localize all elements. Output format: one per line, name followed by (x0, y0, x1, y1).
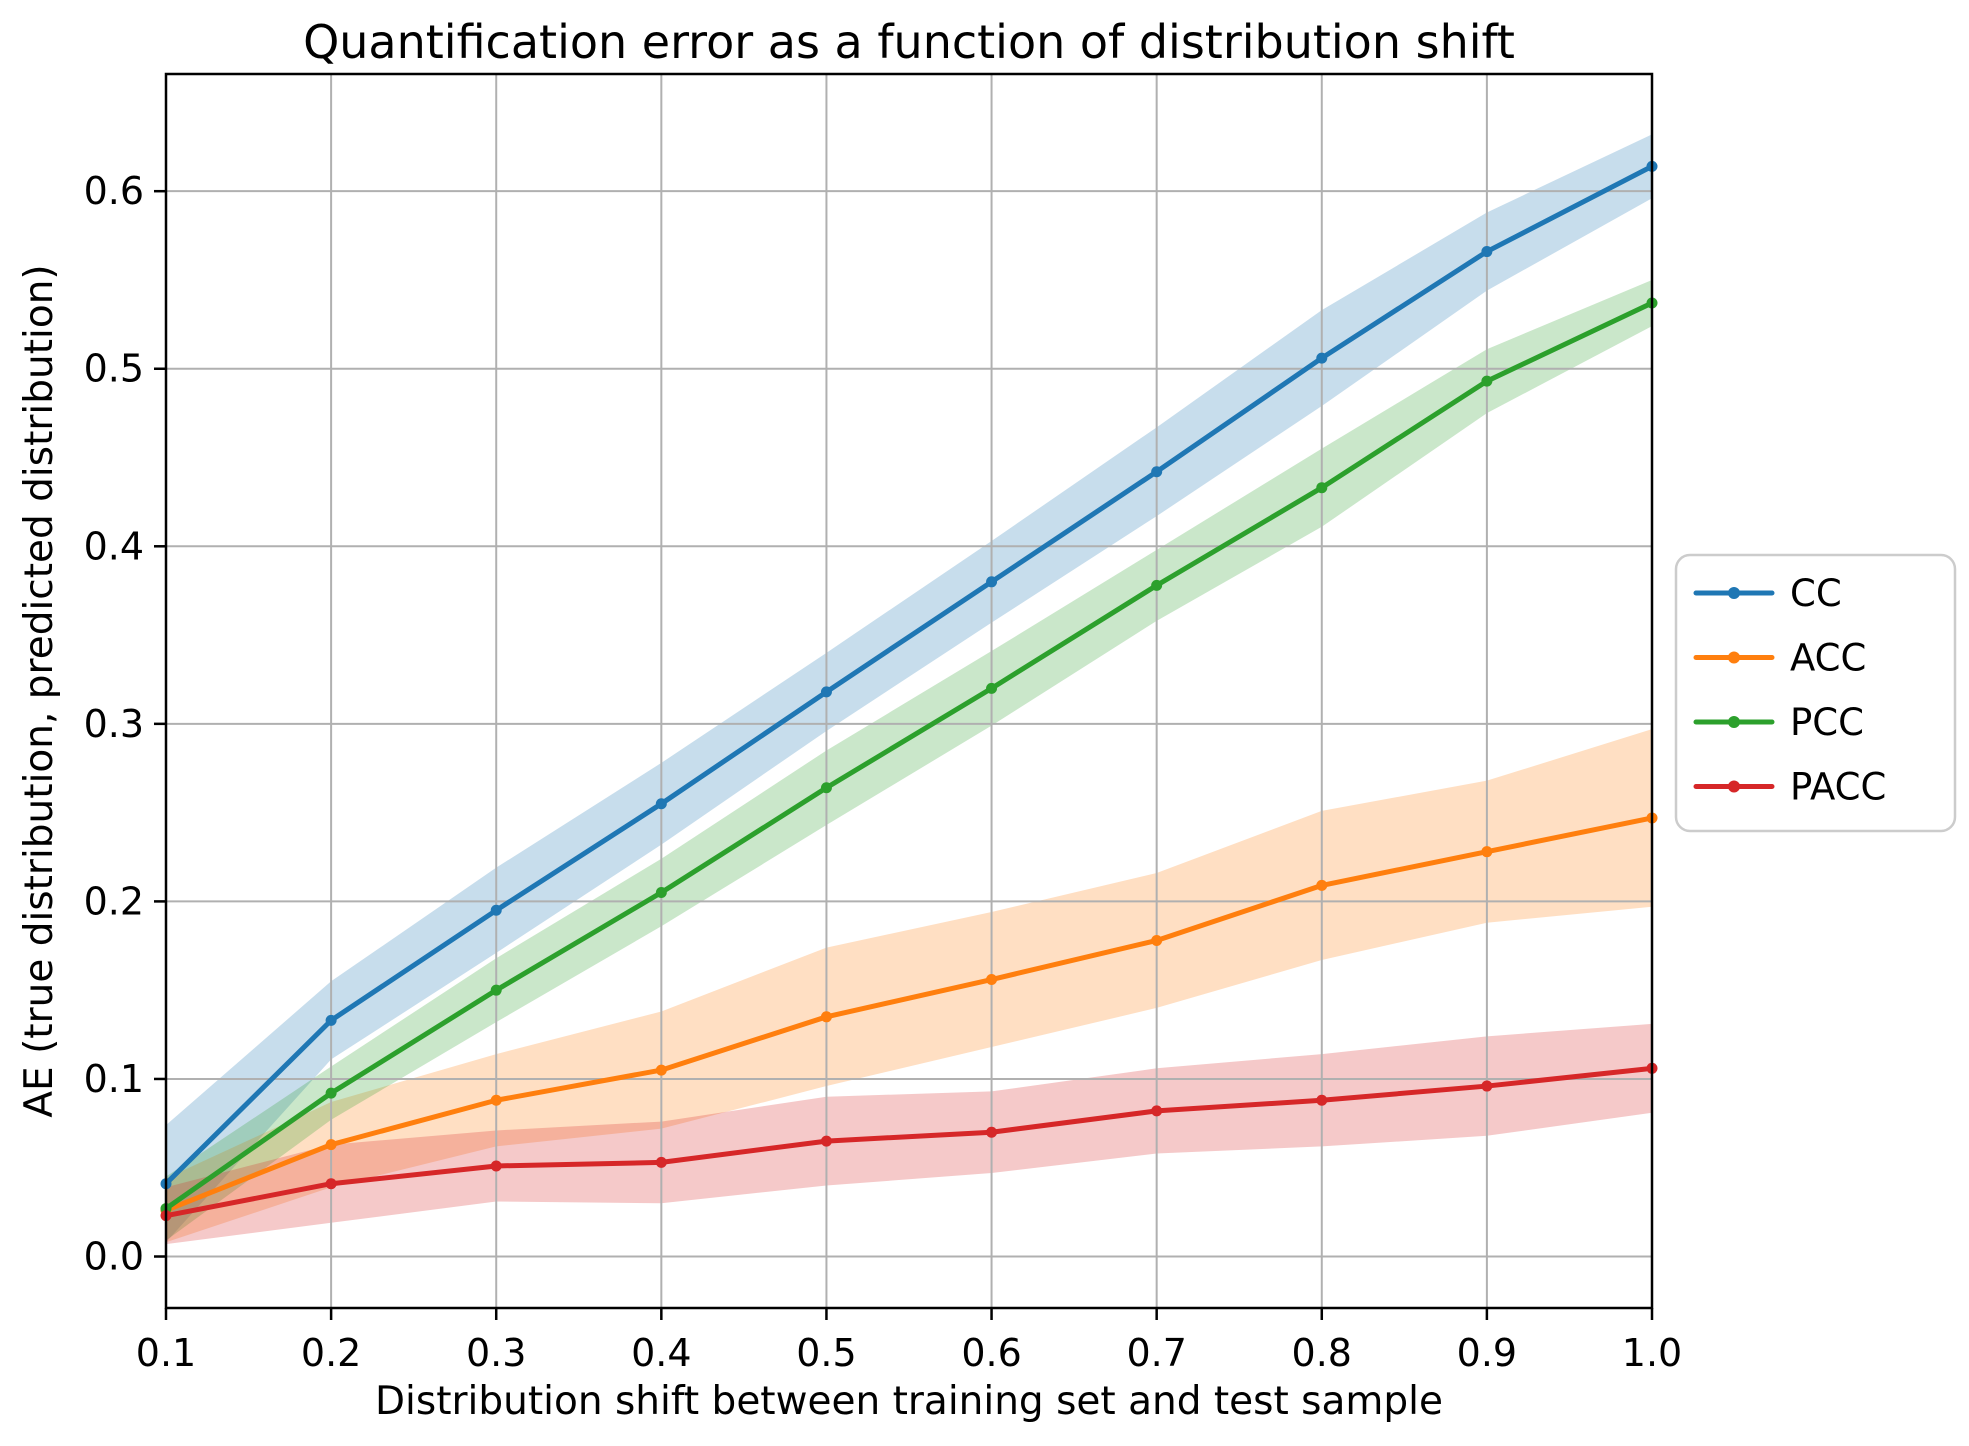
data-point-cc (1481, 246, 1493, 258)
data-point-acc (1151, 934, 1163, 946)
data-point-pcc (325, 1087, 337, 1099)
band-layer (166, 134, 1652, 1245)
y-tick-label: 0.1 (84, 1057, 144, 1101)
data-point-acc (1316, 879, 1328, 891)
series-line-pcc (163, 300, 1655, 1212)
data-point-acc (490, 1094, 502, 1106)
legend-marker (1728, 716, 1740, 728)
data-point-cc (325, 1014, 337, 1026)
x-tick-label: 0.3 (466, 1331, 526, 1375)
data-point-cc (820, 686, 832, 698)
x-tick-label: 0.7 (1126, 1331, 1186, 1375)
legend-item-label: ACC (1790, 637, 1866, 680)
x-tick-label: 0.4 (631, 1331, 691, 1375)
data-point-pcc (655, 887, 667, 899)
legend-box (1674, 553, 1957, 833)
x-tick-label: 0.1 (136, 1331, 196, 1375)
x-tick-label: 0.5 (796, 1331, 856, 1375)
y-tick-label: 0.0 (84, 1235, 144, 1279)
confidence-band-acc (166, 729, 1652, 1243)
legend-item-label: PCC (1790, 701, 1864, 744)
x-tick-label: 0.9 (1457, 1331, 1517, 1375)
x-axis-label: Distribution shift between training set … (375, 1379, 1443, 1424)
data-point-cc (490, 904, 502, 916)
legend-item-cc: CC (1693, 572, 1842, 615)
x-tick-label: 0.8 (1292, 1331, 1352, 1375)
series-layer (160, 160, 1658, 1222)
legend-item-pcc: PCC (1693, 701, 1864, 744)
legend-item-label: PACC (1790, 766, 1886, 809)
data-point-acc (986, 974, 998, 986)
x-tick-label: 0.6 (961, 1331, 1021, 1375)
data-point-pcc (1151, 579, 1163, 591)
data-point-pcc (986, 682, 998, 694)
data-point-pacc (986, 1126, 998, 1138)
legend-item-label: CC (1790, 572, 1842, 615)
y-tick-label: 0.2 (84, 879, 144, 923)
data-point-acc (820, 1011, 832, 1023)
plot-spines (164, 72, 1654, 1310)
y-tick-label: 0.6 (84, 169, 144, 213)
data-point-pcc (490, 984, 502, 996)
data-point-cc (655, 798, 667, 810)
legend-marker (1728, 651, 1740, 664)
legend-marker (1728, 780, 1740, 793)
confidence-band-pcc (166, 279, 1652, 1241)
data-point-pacc (1151, 1105, 1163, 1117)
data-point-pcc (1481, 375, 1493, 387)
data-point-acc (1481, 846, 1493, 858)
axis-layer: 0.1 0.2 0.3 0.4 0.5 0.6 0.7 0.8 0.9 1.0 0.0 0.1 0.2 0… (84, 72, 1682, 1375)
data-point-acc (325, 1139, 337, 1151)
legend-marker (1728, 587, 1740, 599)
y-axis-label: AE (true distribution, predicted distrib… (17, 264, 62, 1117)
y-tick-label: 0.3 (84, 702, 144, 746)
data-point-cc (986, 576, 998, 588)
data-point-pacc (490, 1160, 502, 1172)
data-point-pacc (325, 1178, 337, 1190)
legend-item-acc: ACC (1693, 637, 1866, 680)
y-tick-label: 0.5 (84, 347, 144, 391)
data-point-pacc (820, 1135, 832, 1147)
legend: CC ACC PCC PACC (1674, 553, 1957, 833)
data-point-acc (655, 1064, 667, 1076)
series-line-pacc (163, 1065, 1655, 1219)
data-point-pacc (655, 1156, 667, 1168)
data-point-cc (1316, 352, 1328, 364)
data-point-pacc (1481, 1080, 1493, 1092)
data-point-pcc (820, 782, 832, 794)
y-tick-label: 0.4 (84, 524, 144, 568)
x-tick-label: 0.2 (301, 1331, 361, 1375)
confidence-band-cc (166, 134, 1652, 1243)
data-point-cc (1151, 466, 1163, 478)
series-pacc (160, 1062, 1658, 1222)
x-tick-label: 1.0 (1622, 1331, 1682, 1375)
legend-item-pacc: PACC (1693, 766, 1886, 809)
series-line-cc (163, 163, 1655, 1187)
data-point-pcc (1316, 482, 1328, 494)
series-pcc (160, 297, 1658, 1215)
series-line-acc (163, 815, 1655, 1213)
series-cc (160, 160, 1658, 1190)
chart-title: Quantification error as a function of di… (303, 15, 1515, 69)
data-point-pacc (1316, 1094, 1328, 1106)
